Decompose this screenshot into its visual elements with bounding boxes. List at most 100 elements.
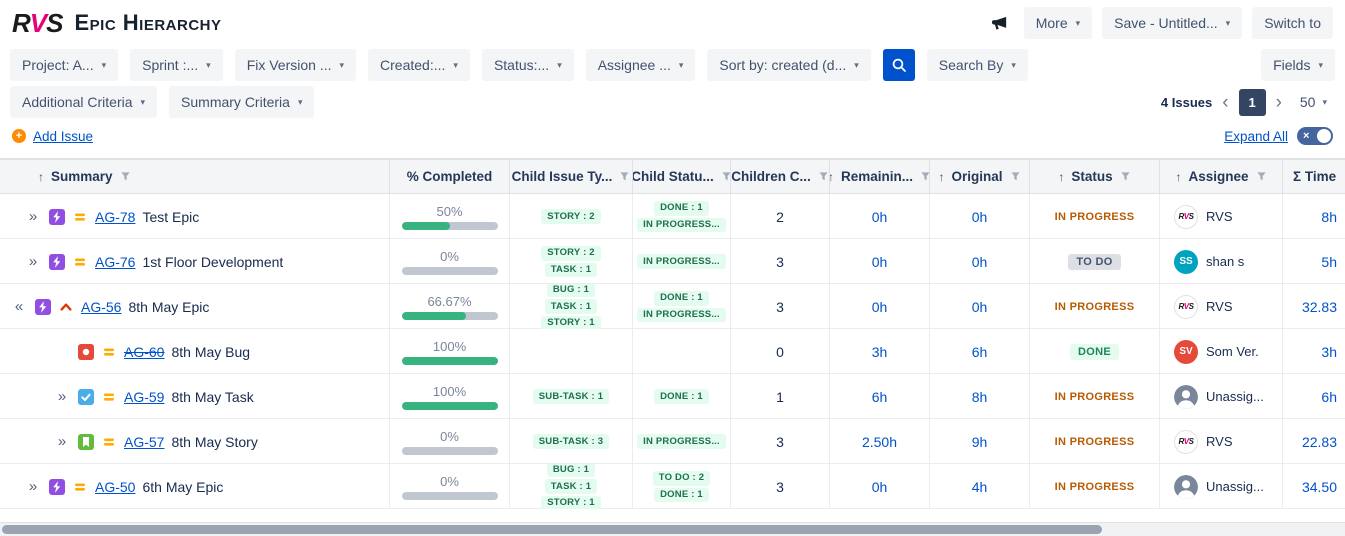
chevron-down-icon: ▾ — [1318, 59, 1323, 70]
expand-row-icon[interactable]: » — [57, 388, 67, 405]
filter-sprint-dropdown[interactable]: Sprint :... ▾ — [130, 49, 223, 81]
expand-row-icon[interactable]: » — [28, 253, 38, 270]
column-header-original[interactable]: ↑ Original — [930, 160, 1030, 193]
child-statuses-cell: IN PROGRESS... — [633, 419, 731, 464]
assignee-cell: SS shan s — [1160, 239, 1283, 284]
summary-criteria-dropdown[interactable]: Summary Criteria ▾ — [169, 86, 315, 118]
status-cell: DONE — [1030, 329, 1160, 374]
filter-created-dropdown[interactable]: Created:... ▾ — [368, 49, 470, 81]
assignee-name: Unassig... — [1206, 389, 1264, 404]
filter-funnel-icon[interactable] — [818, 171, 829, 182]
search-button[interactable] — [882, 49, 915, 81]
avatar[interactable]: SV — [1174, 339, 1198, 364]
filter-funnel-icon[interactable] — [619, 171, 630, 182]
filter-funnel-icon[interactable] — [120, 171, 131, 182]
announcement-icon[interactable] — [986, 9, 1014, 37]
add-issue-button[interactable]: + Add Issue — [12, 129, 93, 144]
child-issue-types-cell: BUG : 1 TASK : 1 STORY : 1 — [510, 284, 633, 329]
top-bar: RVS Epic Hierarchy More ▾ Save - Untitled… — [0, 0, 1345, 46]
filter-project-dropdown[interactable]: Project: A... ▾ — [10, 49, 119, 81]
child-status-badge: IN PROGRESS... — [637, 307, 726, 323]
filter-funnel-icon[interactable] — [1010, 171, 1021, 182]
percent-completed-cell: 50% — [390, 194, 510, 239]
column-header-summary[interactable]: ↑ Summary — [0, 160, 390, 193]
issue-key-link[interactable]: AG-78 — [95, 208, 136, 225]
issue-key-link[interactable]: AG-59 — [124, 388, 165, 405]
child-type-badge: SUB-TASK : 3 — [532, 434, 610, 449]
avatar[interactable]: SS — [1174, 249, 1198, 274]
column-label: Child Statu... — [633, 169, 714, 184]
save-button[interactable]: Save - Untitled... ▾ — [1102, 7, 1243, 39]
expand-row-icon[interactable]: » — [28, 208, 38, 225]
more-button[interactable]: More ▾ — [1023, 7, 1093, 39]
summary-cell: » AG-76 1st Floor Development — [0, 239, 390, 284]
switch-to-button[interactable]: Switch to — [1252, 7, 1333, 39]
search-by-dropdown[interactable]: Search By ▾ — [926, 49, 1028, 81]
filter-funnel-icon[interactable] — [721, 171, 731, 182]
column-header-child-statuses[interactable]: Child Statu... — [633, 160, 731, 193]
time-spent-value: 3h — [1321, 343, 1337, 360]
status-badge: IN PROGRESS — [1054, 480, 1135, 493]
child-statuses-cell: DONE : 1 IN PROGRESS... — [633, 194, 731, 239]
issue-key-link[interactable]: AG-57 — [124, 433, 165, 450]
highest-priority-icon — [58, 299, 74, 315]
prev-page-icon[interactable]: ‹ — [1222, 91, 1229, 113]
issue-summary: 8th May Story — [171, 433, 258, 450]
filter-fix-version-dropdown[interactable]: Fix Version ... ▾ — [234, 49, 357, 81]
logo-letter: R — [12, 7, 31, 38]
collapse-row-icon[interactable]: « — [14, 298, 24, 315]
filter-status-dropdown[interactable]: Status:... ▾ — [481, 49, 574, 81]
sort-by-dropdown[interactable]: Sort by: created (d... ▾ — [707, 49, 871, 81]
column-header-time-spent[interactable]: Σ Time — [1283, 160, 1345, 193]
issue-key-link[interactable]: AG-50 — [95, 478, 136, 495]
filter-funnel-icon[interactable] — [1256, 171, 1267, 182]
chevron-down-icon: ▾ — [140, 96, 146, 107]
pagination: 4 Issues ‹ 1 › 50 ▾ — [1161, 88, 1335, 116]
expand-all-toggle[interactable]: × — [1297, 127, 1333, 145]
current-page-indicator[interactable]: 1 — [1238, 88, 1266, 116]
task-icon — [78, 388, 94, 405]
column-header-percent-completed[interactable]: % Completed — [390, 160, 510, 193]
issue-summary: 8th May Task — [171, 388, 254, 405]
column-header-child-issue-types[interactable]: Child Issue Ty... — [510, 160, 633, 193]
column-header-assignee[interactable]: ↑ Assignee — [1160, 160, 1283, 193]
expand-row-icon[interactable]: » — [28, 478, 38, 495]
table-row: » AG-57 8th May Story 0% SUB-TASK : 3 IN PROG… — [0, 419, 1345, 464]
column-header-remaining[interactable]: ↑ Remainin... — [830, 160, 930, 193]
expand-row-icon[interactable]: » — [57, 433, 67, 450]
additional-criteria-dropdown[interactable]: Additional Criteria ▾ — [10, 86, 158, 118]
scrollbar-thumb[interactable] — [2, 525, 1102, 534]
issue-key-link[interactable]: AG-60 — [124, 343, 165, 360]
filter-assignee-dropdown[interactable]: Assignee ... ▾ — [585, 49, 696, 81]
original-value: 0h — [971, 253, 988, 270]
expand-all-link[interactable]: Expand All — [1224, 128, 1288, 144]
next-page-icon[interactable]: › — [1275, 91, 1282, 113]
column-header-children-count[interactable]: Children C... — [731, 160, 830, 193]
column-label: Summary — [51, 169, 113, 184]
child-type-badge: SUB-TASK : 1 — [532, 389, 610, 404]
horizontal-scrollbar[interactable] — [0, 522, 1345, 536]
column-label: Remainin... — [841, 169, 914, 184]
children-count-value: 3 — [776, 433, 784, 450]
column-label: Σ Time — [1293, 169, 1337, 184]
time-spent-value: 32.83 — [1301, 298, 1337, 315]
children-count-cell: 2 — [731, 194, 830, 239]
avatar-unassigned-icon[interactable] — [1174, 474, 1198, 499]
filter-funnel-icon[interactable] — [1120, 171, 1131, 182]
status-cell: IN PROGRESS — [1030, 464, 1160, 509]
time-spent-cell: 22.83 — [1283, 419, 1345, 464]
issue-key-link[interactable]: AG-76 — [95, 253, 136, 270]
child-issue-types-cell: SUB-TASK : 1 — [510, 374, 633, 419]
status-badge: IN PROGRESS — [1054, 210, 1135, 223]
column-header-status[interactable]: ↑ Status — [1030, 160, 1160, 193]
page-size-select[interactable]: 50 ▾ — [1292, 94, 1335, 110]
avatar-unassigned-icon[interactable] — [1174, 384, 1198, 409]
filter-funnel-icon[interactable] — [920, 171, 930, 182]
filter-label: Status:... — [493, 57, 550, 73]
issue-key-link[interactable]: AG-56 — [81, 298, 122, 315]
fields-dropdown[interactable]: Fields ▾ — [1261, 49, 1335, 81]
save-label: Save - Untitled... — [1114, 15, 1218, 31]
